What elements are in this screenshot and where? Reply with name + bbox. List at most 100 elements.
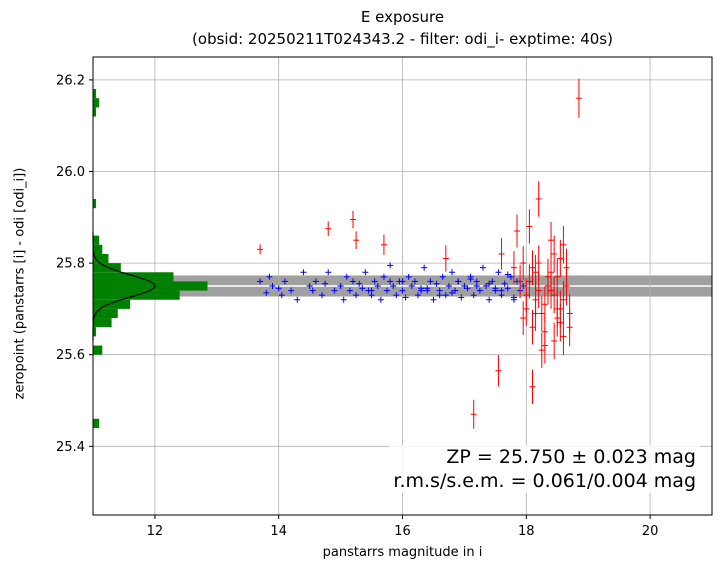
data-point xyxy=(520,301,527,335)
data-point xyxy=(353,231,360,249)
data-point xyxy=(538,295,545,332)
data-point xyxy=(560,280,567,319)
data-point xyxy=(541,327,548,364)
data-point xyxy=(275,285,282,292)
data-point xyxy=(514,214,521,248)
x-tick-label: 18 xyxy=(518,524,535,539)
data-point xyxy=(458,294,465,301)
data-point xyxy=(257,278,264,285)
histogram-bar xyxy=(93,318,112,328)
data-point xyxy=(504,271,511,278)
data-point xyxy=(322,280,329,287)
data-point xyxy=(353,292,360,299)
data-point xyxy=(563,248,570,287)
histogram-bar xyxy=(93,345,103,355)
y-tick-label: 25.8 xyxy=(56,257,85,272)
data-point xyxy=(535,272,542,309)
histogram-bar xyxy=(93,308,118,319)
histogram-bar xyxy=(93,89,97,99)
y-axis-label: zeropoint (panstarrs [i] - odi [odi_i]) xyxy=(12,167,28,400)
data-point xyxy=(411,278,418,285)
data-point xyxy=(263,289,270,296)
histogram-bar xyxy=(93,107,97,117)
data-point xyxy=(393,292,400,299)
data-point xyxy=(510,251,517,285)
data-point xyxy=(257,244,264,255)
data-point xyxy=(402,294,409,301)
data-point xyxy=(445,283,452,289)
plot-frame xyxy=(92,56,713,516)
zp-annotation: ZP = 25.750 ± 0.023 mag r.m.s/s.e.m. = 0… xyxy=(389,445,700,493)
data-point xyxy=(418,287,425,294)
grid-lines xyxy=(93,57,712,515)
data-point xyxy=(319,292,326,299)
data-point xyxy=(424,285,431,292)
data-point xyxy=(541,286,548,323)
data-point xyxy=(300,269,307,276)
x-tick-label: 16 xyxy=(394,524,411,539)
data-point xyxy=(278,292,285,299)
data-point xyxy=(294,296,301,303)
data-point xyxy=(473,283,480,289)
data-point xyxy=(399,287,406,294)
data-point xyxy=(538,332,545,368)
data-point xyxy=(498,287,505,294)
data-point xyxy=(414,292,421,299)
data-point xyxy=(551,322,558,360)
data-point xyxy=(529,250,536,285)
data-point xyxy=(498,238,505,270)
data-point xyxy=(436,292,443,299)
data-point xyxy=(486,280,493,287)
data-point xyxy=(405,273,412,280)
data-point xyxy=(399,278,406,285)
used-stars-series xyxy=(257,262,527,303)
histogram-bar xyxy=(93,281,208,291)
data-point xyxy=(560,317,567,356)
data-point xyxy=(452,287,459,294)
data-point xyxy=(380,273,387,280)
data-point xyxy=(495,355,502,387)
data-point xyxy=(306,283,313,289)
data-point xyxy=(554,258,561,296)
data-point xyxy=(309,287,316,294)
data-point xyxy=(479,264,486,271)
data-point xyxy=(461,283,468,289)
data-point xyxy=(548,222,555,259)
data-point xyxy=(489,278,496,285)
x-axis-label: panstarrs magnitude in i xyxy=(322,545,483,560)
data-point xyxy=(476,287,483,294)
data-point xyxy=(325,269,332,276)
data-point xyxy=(495,269,502,276)
data-point xyxy=(380,234,387,255)
histogram-bar xyxy=(93,418,100,428)
data-point xyxy=(492,285,499,292)
x-tick-label: 14 xyxy=(270,524,287,539)
histogram-bar xyxy=(93,299,131,309)
data-point xyxy=(560,225,567,264)
data-point xyxy=(575,78,582,118)
rms-line: r.m.s/s.e.m. = 0.061/0.004 mag xyxy=(393,470,696,492)
histogram-bar xyxy=(93,253,109,264)
data-point xyxy=(439,273,446,280)
data-point xyxy=(371,278,378,285)
histogram xyxy=(93,89,208,428)
data-point xyxy=(523,291,530,326)
data-point xyxy=(288,287,295,294)
data-point xyxy=(557,290,564,328)
data-point xyxy=(507,273,514,280)
zp-line: ZP = 25.750 ± 0.023 mag xyxy=(446,446,696,468)
chart-subtitle: (obsid: 20250211T024343.2 - filter: odi_… xyxy=(192,30,613,48)
data-point xyxy=(384,287,391,294)
data-point xyxy=(346,287,353,294)
x-tick-label: 20 xyxy=(642,524,659,539)
y-tick-label: 26.0 xyxy=(56,165,85,180)
data-point xyxy=(325,221,332,237)
data-point xyxy=(421,264,428,271)
data-point xyxy=(470,292,477,299)
data-point xyxy=(464,285,471,292)
data-point xyxy=(520,246,527,280)
data-point xyxy=(532,296,539,331)
data-point xyxy=(529,309,536,345)
data-point xyxy=(526,264,533,299)
